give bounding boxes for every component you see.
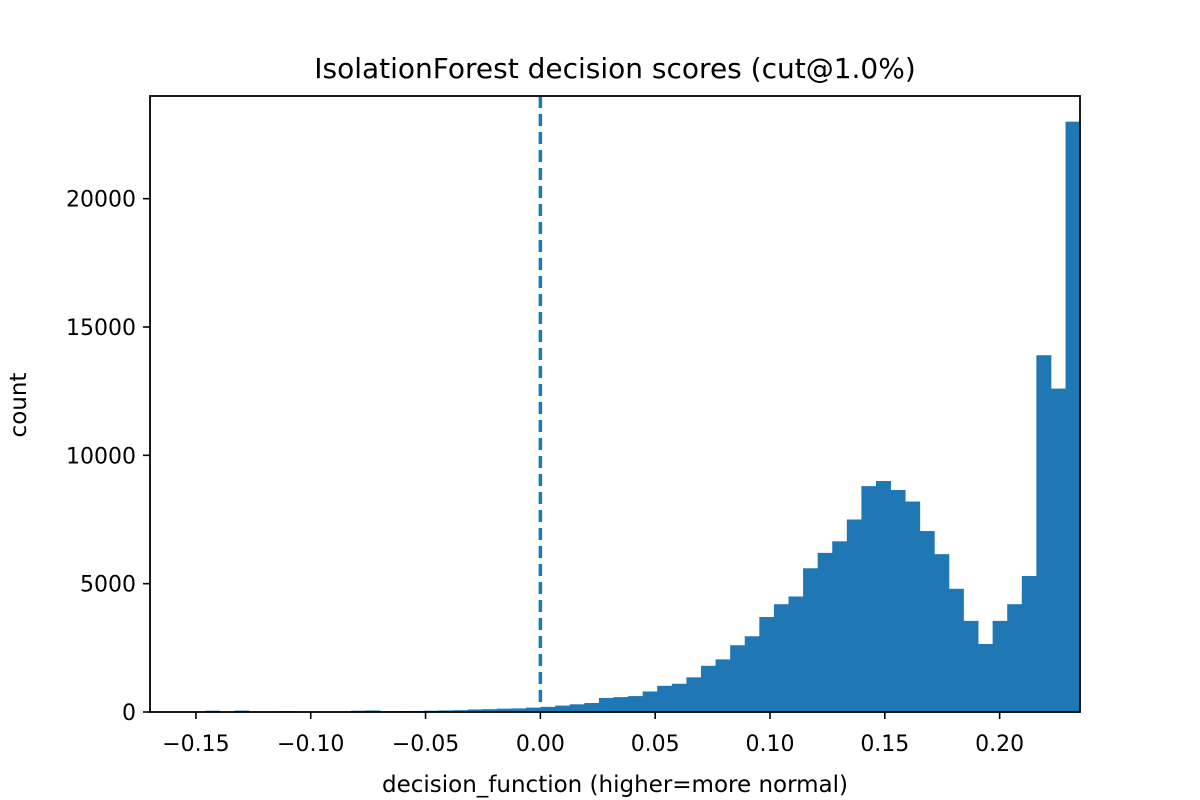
histogram-bar	[1021, 575, 1037, 712]
histogram-bar	[671, 683, 687, 712]
histogram-bar	[540, 706, 556, 712]
histogram-bar	[598, 697, 614, 712]
histogram-bar	[905, 501, 921, 712]
histogram-bar	[832, 541, 848, 712]
histogram-bar	[496, 708, 512, 712]
x-axis-label: decision_function (higher=more normal)	[382, 772, 848, 798]
histogram-bar	[628, 696, 644, 712]
histogram-bar	[467, 709, 483, 712]
x-tick-label: 0.00	[516, 732, 565, 757]
histogram-bar	[1050, 388, 1066, 712]
x-tick-label: −0.10	[277, 732, 344, 757]
histogram-bar	[861, 486, 877, 712]
histogram-bar	[890, 489, 906, 712]
histogram-bar	[1065, 121, 1081, 712]
histogram-bar	[584, 703, 600, 712]
histogram-bar	[992, 620, 1008, 712]
y-tick-label: 20000	[66, 188, 136, 213]
histogram-bar	[700, 665, 716, 712]
histogram-bar	[613, 697, 629, 712]
x-tick-label: −0.15	[162, 732, 229, 757]
histogram-bar	[642, 691, 658, 712]
histogram-bar	[1007, 604, 1023, 712]
y-axis-label: count	[6, 373, 32, 438]
histogram-bar	[875, 481, 891, 712]
histogram-bar	[817, 552, 833, 712]
histogram-bar	[511, 708, 527, 712]
histogram-bar	[1036, 355, 1052, 712]
histogram-bar	[978, 643, 994, 712]
histogram-bar	[730, 645, 746, 712]
histogram-bar	[759, 617, 775, 712]
histogram-bar	[919, 531, 935, 712]
y-tick-label: 15000	[66, 316, 136, 341]
x-tick-label: 0.05	[631, 732, 680, 757]
histogram-bar	[657, 685, 673, 712]
histogram-bars	[161, 121, 1081, 712]
histogram-bar	[788, 596, 804, 712]
histogram-bar	[934, 554, 950, 712]
x-tick-label: −0.05	[392, 732, 459, 757]
y-axis-ticks: 0 5000 10000 15000 20000	[66, 188, 150, 726]
histogram-bar	[482, 709, 498, 712]
histogram-bar	[948, 588, 964, 712]
histogram-bar	[569, 704, 585, 712]
histogram-bar	[715, 659, 731, 712]
histogram-bar	[963, 620, 979, 712]
x-tick-label: 0.15	[860, 732, 909, 757]
plot-frame	[149, 95, 1081, 713]
y-tick-label: 5000	[80, 573, 136, 598]
histogram-bar	[686, 677, 702, 712]
y-tick-label: 0	[122, 701, 136, 726]
y-tick-label: 10000	[66, 444, 136, 469]
histogram-bar	[803, 568, 819, 712]
histogram-bar	[555, 705, 571, 712]
histogram-bar	[846, 519, 862, 712]
histogram-bar	[773, 604, 789, 712]
chart-title: IsolationForest decision scores (cut@1.0…	[314, 52, 916, 85]
x-tick-label: 0.10	[746, 732, 795, 757]
x-axis-ticks: −0.15 −0.10 −0.05 0.00 0.05 0.10 0.15 0.20	[162, 712, 1024, 757]
x-tick-label: 0.20	[975, 732, 1024, 757]
histogram-bar	[526, 707, 541, 712]
histogram-bar	[744, 636, 760, 712]
